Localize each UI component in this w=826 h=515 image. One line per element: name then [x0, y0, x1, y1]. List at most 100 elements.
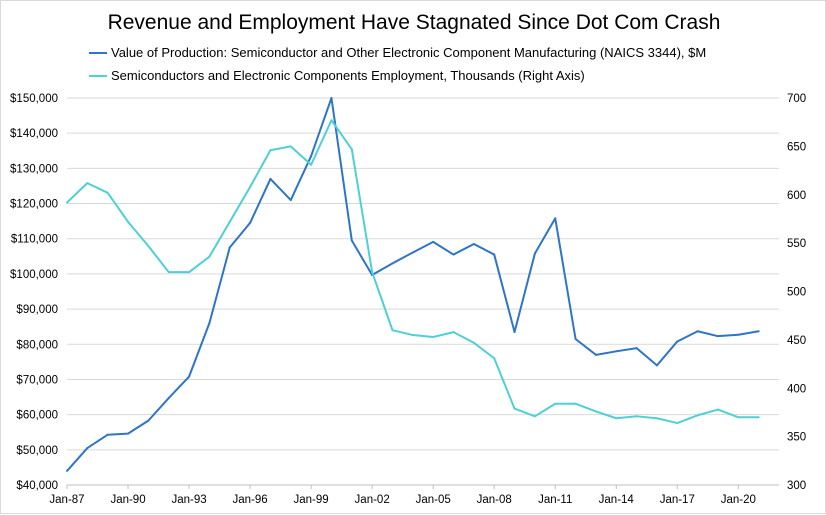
data-point-production	[147, 419, 150, 422]
data-point-employment	[594, 410, 597, 413]
data-point-production	[432, 240, 435, 243]
data-point-employment	[533, 415, 536, 418]
y-right-tick-label: 350	[787, 432, 806, 444]
data-point-employment	[106, 191, 109, 194]
data-point-employment	[554, 402, 557, 405]
data-point-employment	[350, 148, 353, 151]
y-left-tick-label: $150,000	[10, 93, 58, 105]
x-tick-label: Jan-11	[538, 494, 572, 506]
data-point-production	[188, 375, 191, 378]
data-point-production	[86, 447, 89, 450]
data-point-employment	[127, 220, 130, 223]
data-point-employment	[249, 186, 252, 189]
data-point-employment	[513, 407, 516, 410]
x-tick-label: Jan-05	[416, 494, 451, 506]
y-left-tick-label: $100,000	[10, 269, 58, 281]
data-point-employment	[655, 417, 658, 420]
y-right-tick-label: 600	[787, 190, 806, 202]
data-point-production	[716, 335, 719, 338]
data-point-production	[66, 469, 68, 472]
y-left-tick-label: $40,000	[16, 480, 58, 492]
data-point-employment	[574, 402, 577, 405]
data-point-production	[533, 252, 536, 255]
x-tick-label: Jan-14	[599, 494, 635, 506]
data-point-employment	[371, 271, 374, 274]
data-point-production	[635, 347, 638, 350]
y-left-tick-label: $120,000	[10, 199, 58, 211]
legend-label-employment: Semiconductors and Electronic Components…	[111, 68, 585, 83]
data-point-employment	[716, 408, 719, 411]
data-point-employment	[289, 145, 292, 148]
data-point-employment	[757, 416, 760, 419]
series-group	[66, 97, 760, 472]
x-axis-ticks: Jan-87 Jan-90 Jan-93 Jan-96 Jan-99 Jan-02 Jan-…	[49, 485, 756, 506]
data-point-employment	[66, 201, 68, 204]
y-right-tick-label: 650	[787, 141, 806, 153]
data-point-employment	[737, 416, 740, 419]
data-point-employment	[167, 271, 170, 274]
data-point-production	[757, 330, 760, 333]
x-tick-label: Jan-90	[110, 494, 145, 506]
data-point-employment	[615, 417, 618, 420]
data-point-production	[127, 432, 130, 435]
data-point-employment	[228, 220, 231, 223]
data-point-employment	[310, 163, 313, 166]
data-point-production	[594, 353, 597, 356]
data-point-production	[737, 333, 740, 336]
y-left-tick-label: $110,000	[11, 234, 58, 246]
x-tick-label: Jan-87	[49, 494, 84, 506]
data-point-production	[249, 221, 252, 224]
y-right-tick-label: 500	[787, 287, 806, 299]
y-left-tick-label: $130,000	[10, 163, 58, 175]
data-point-employment	[493, 357, 496, 360]
data-point-employment	[391, 329, 394, 332]
data-point-production	[411, 251, 414, 254]
data-point-production	[574, 337, 577, 340]
data-point-production	[289, 199, 292, 202]
y-left-tick-label: $50,000	[16, 445, 58, 457]
y-left-tick-label: $90,000	[16, 304, 58, 316]
data-point-employment	[472, 341, 475, 344]
y-right-tick-label: 400	[787, 383, 806, 395]
data-point-production	[676, 340, 679, 343]
x-tick-label: Jan-99	[294, 494, 329, 506]
data-point-production	[310, 155, 313, 158]
data-point-production	[513, 330, 516, 333]
data-point-employment	[188, 271, 191, 274]
y-right-tick-label: 550	[787, 238, 806, 250]
legend-label-production: Value of Production: Semiconductor and O…	[111, 45, 706, 60]
data-point-employment	[86, 182, 89, 185]
data-point-production	[615, 350, 618, 353]
y-right-tick-label: 700	[787, 93, 806, 105]
x-tick-label: Jan-96	[232, 494, 267, 506]
data-point-employment	[147, 245, 150, 248]
y-axis-right: 300 350 400 450 500 550 600 650 700	[787, 93, 806, 492]
data-point-employment	[269, 149, 272, 152]
data-point-production	[350, 239, 353, 242]
data-point-production	[208, 322, 211, 325]
gridlines	[67, 97, 779, 451]
data-point-employment	[330, 119, 333, 122]
chart-title: Revenue and Employment Have Stagnated Si…	[108, 11, 721, 34]
data-point-employment	[208, 255, 211, 258]
data-point-employment	[432, 335, 435, 338]
x-tick-label: Jan-20	[721, 494, 756, 506]
data-point-employment	[696, 414, 699, 417]
data-point-production	[269, 177, 272, 180]
data-point-employment	[452, 331, 455, 334]
data-point-employment	[411, 334, 414, 337]
data-point-production	[167, 397, 170, 400]
data-point-employment	[676, 422, 679, 425]
x-tick-label: Jan-93	[171, 494, 206, 506]
series-line-employment	[66, 119, 759, 425]
y-left-tick-label: $60,000	[16, 410, 58, 422]
data-point-production	[106, 433, 109, 436]
data-point-production	[228, 246, 231, 249]
x-tick-label: Jan-17	[660, 494, 695, 506]
data-point-production	[472, 243, 475, 246]
data-point-production	[696, 330, 699, 333]
y-left-tick-label: $80,000	[16, 339, 58, 351]
data-point-production	[391, 262, 394, 265]
y-right-tick-label: 300	[787, 480, 806, 492]
